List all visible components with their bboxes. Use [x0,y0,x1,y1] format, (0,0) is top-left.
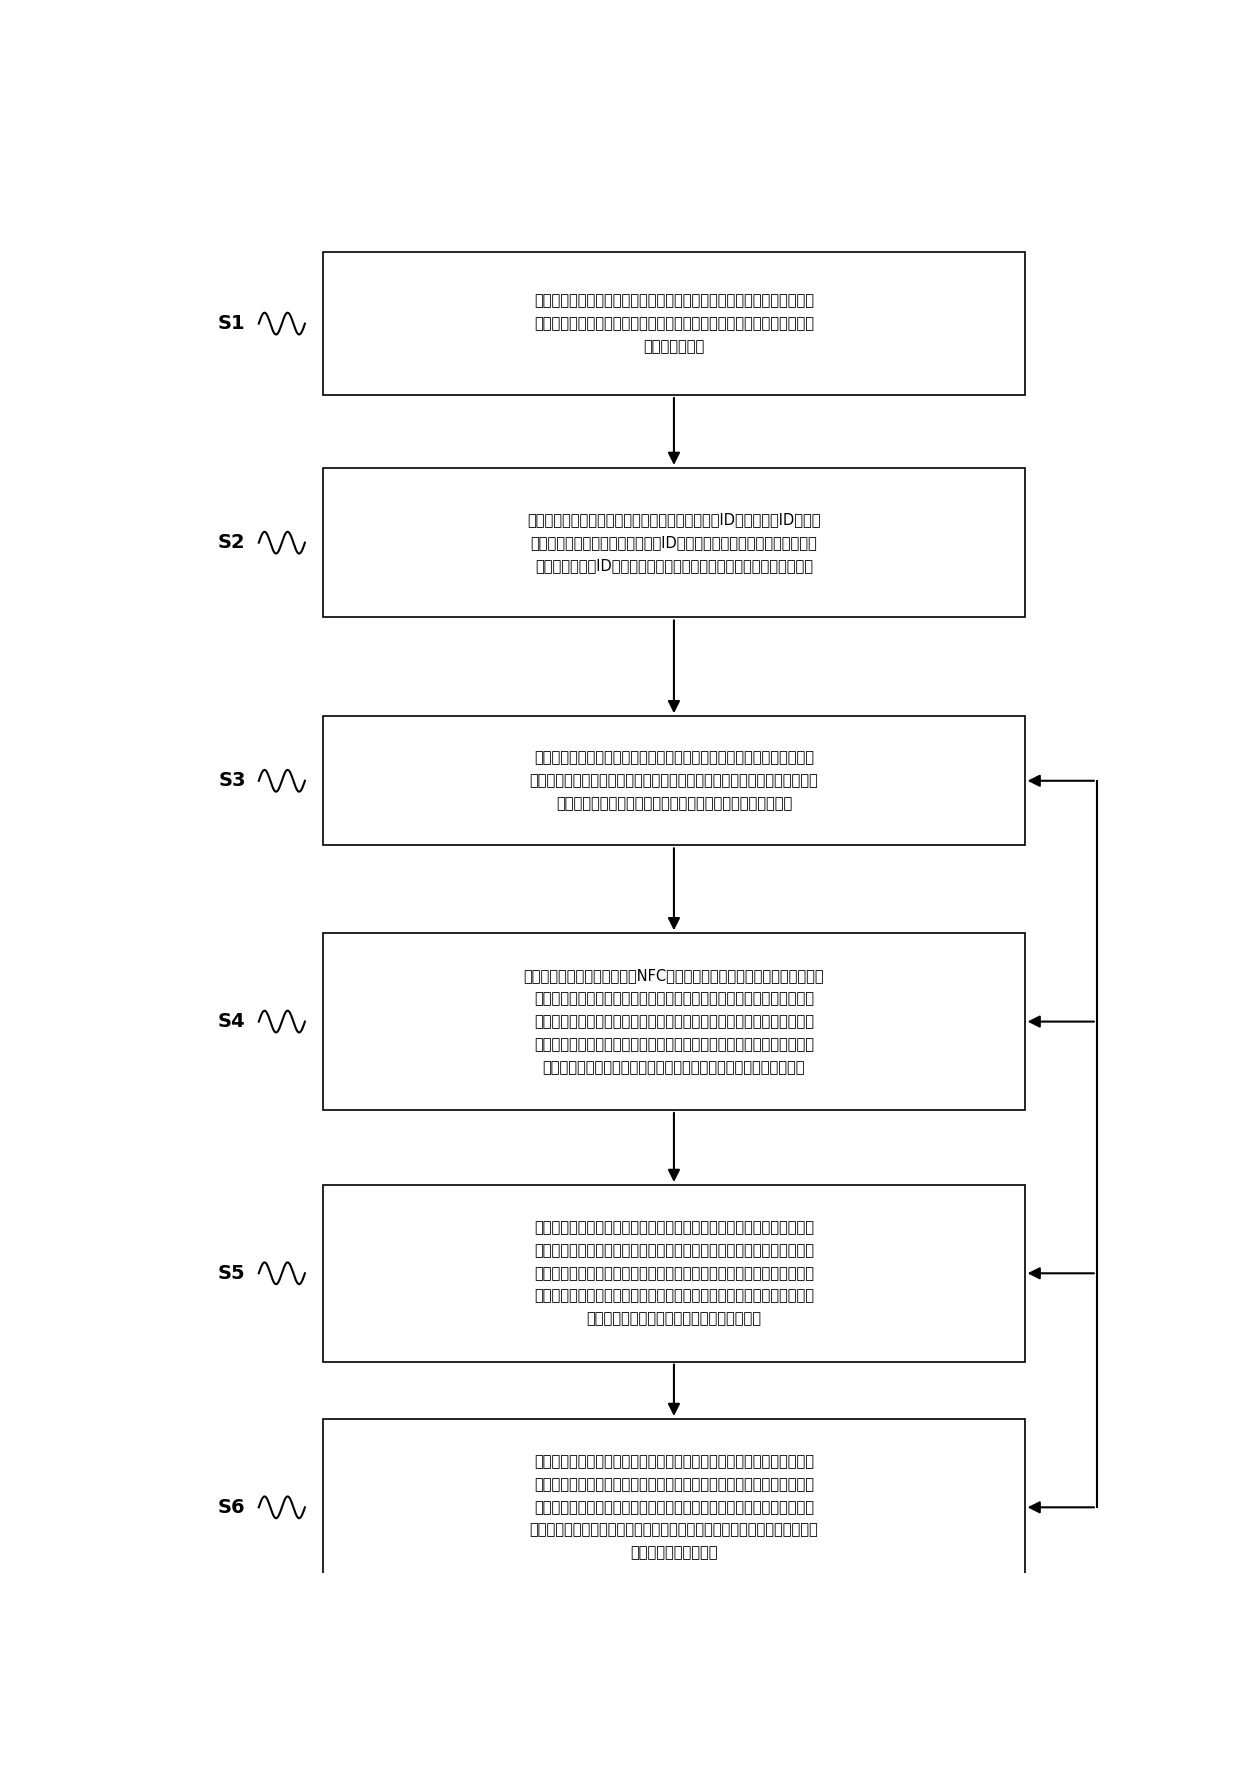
Text: 当用户在数字货币分发机构开户时，生成用户唯一ID、钱包唯一ID、用户
公钥、用户私钥，将数字钱包唯一ID与用户公私钥加密存储至数字钱包芯
片，将用户唯一ID、钱: 当用户在数字货币分发机构开户时，生成用户唯一ID、钱包唯一ID、用户 公钥、用户… [527,512,821,573]
Text: 当用户向数字货币分发机构提交回收数字钱包申请，获取所述数字货币分
发机构核验用户真实身份信息的结果，根据所述数字货币分发机构核验结
果冻结用户的旧钱包，绑定用户: 当用户向数字货币分发机构提交回收数字钱包申请，获取所述数字货币分 发机构核验用户… [529,1454,818,1560]
Text: S6: S6 [218,1498,246,1516]
Text: S5: S5 [218,1263,246,1283]
Text: S4: S4 [218,1012,246,1032]
Text: 当数字钱包连接区块链网络时，将所述数字钱包的本地待确认资产、本地
账本数据版本上传至区块链网络，判断账本数据是否需要更新，若需要更
新，则利用区块链网络生成差异: 当数字钱包连接区块链网络时，将所述数字钱包的本地待确认资产、本地 账本数据版本上… [534,1221,813,1327]
Bar [324,933,1024,1110]
Bar [324,716,1024,845]
Bar [324,1419,1024,1596]
Bar [324,1186,1024,1362]
Bar [324,253,1024,396]
Text: S3: S3 [218,770,246,790]
Text: 当用户进行离线支付时，通过NFC使收付款双方建立连接，通过交换收付款
双方的公钥实现验证身份并且进行加密通信，向付款方发送收款方输入的
收款金额，根据付款方组织: 当用户进行离线支付时，通过NFC使收付款双方建立连接，通过交换收付款 双方的公钥… [523,968,825,1074]
Text: 利用数字货币分发机构将数字货币的发行端和用于钱包端进行连接，通过
所述数字货币分发机构基于区块链方式实现货币分发至用户的用于存储数
字资产的钱包端: 利用数字货币分发机构将数字货币的发行端和用于钱包端进行连接，通过 所述数字货币分… [534,293,813,353]
Text: 当用户利用所述数字钱包进行在线支付时，获取用户输入的转账金额与收
款方钱包地址，判断用户的数字钱包余额是否足够，若不够，则转账失败，
若足够，则将转账信息提交到: 当用户利用所述数字钱包进行在线支付时，获取用户输入的转账金额与收 款方钱包地址，… [529,751,818,811]
Text: S1: S1 [218,315,246,334]
Bar [324,468,1024,617]
Text: S2: S2 [218,534,246,551]
